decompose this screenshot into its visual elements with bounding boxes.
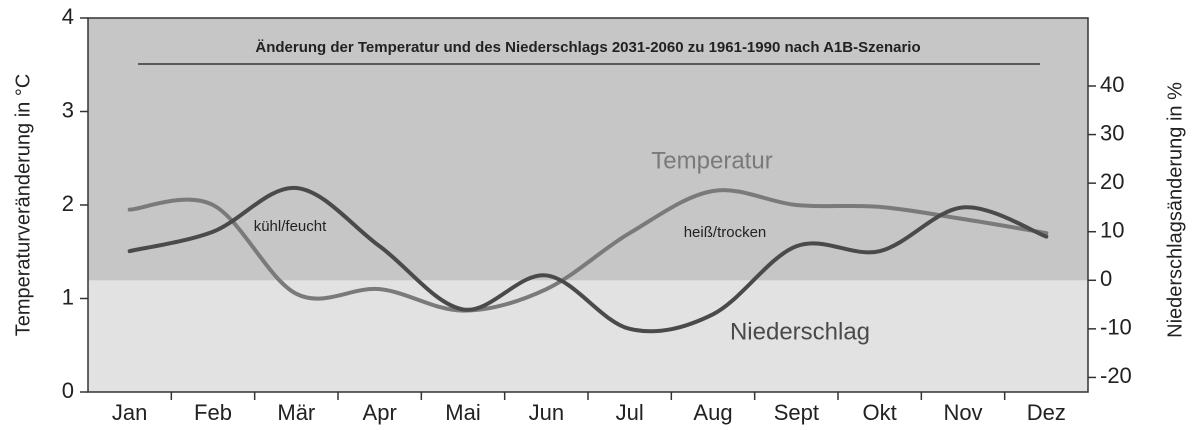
- x-tick-label: Sept: [774, 400, 819, 425]
- positive-region: [88, 18, 1088, 281]
- chart-title: Änderung der Temperatur und des Niedersc…: [255, 39, 920, 56]
- series-label: Niederschlag: [730, 318, 870, 345]
- y2-tick-label: 20: [1100, 169, 1124, 194]
- y2-tick-label: 0: [1100, 266, 1112, 291]
- annotation: heiß/trocken: [684, 224, 767, 241]
- y-tick-label: 2: [62, 191, 74, 216]
- annotation: kühl/feucht: [254, 218, 327, 235]
- y-tick-label: 3: [62, 97, 74, 122]
- x-tick-label: Mai: [445, 400, 480, 425]
- x-tick-label: Jan: [112, 400, 147, 425]
- x-tick-label: Apr: [363, 400, 397, 425]
- y-tick-label: 0: [62, 378, 74, 403]
- y2-axis-label: Niederschlagsänderung in %: [1164, 82, 1186, 338]
- x-tick-label: Dez: [1027, 400, 1066, 425]
- y-tick-label: 1: [62, 284, 74, 309]
- x-tick-label: Mär: [277, 400, 315, 425]
- y2-tick-label: 10: [1100, 218, 1124, 243]
- x-tick-label: Jun: [529, 400, 564, 425]
- series-line: [127, 188, 1049, 313]
- y2-tick-label: -10: [1100, 315, 1132, 340]
- y2-tick-label: -20: [1100, 363, 1132, 388]
- x-tick-label: Aug: [693, 400, 732, 425]
- x-tick-label: Okt: [863, 400, 897, 425]
- y-tick-label: 4: [62, 4, 74, 29]
- series-line: [127, 185, 1049, 334]
- x-tick-label: Jul: [616, 400, 644, 425]
- y-axis-label: Temperaturveränderung in °C: [12, 74, 34, 337]
- y2-tick-label: 40: [1100, 72, 1124, 97]
- series-label: Temperatur: [651, 147, 772, 174]
- x-tick-label: Nov: [943, 400, 982, 425]
- y2-tick-label: 30: [1100, 120, 1124, 145]
- x-tick-label: Feb: [194, 400, 232, 425]
